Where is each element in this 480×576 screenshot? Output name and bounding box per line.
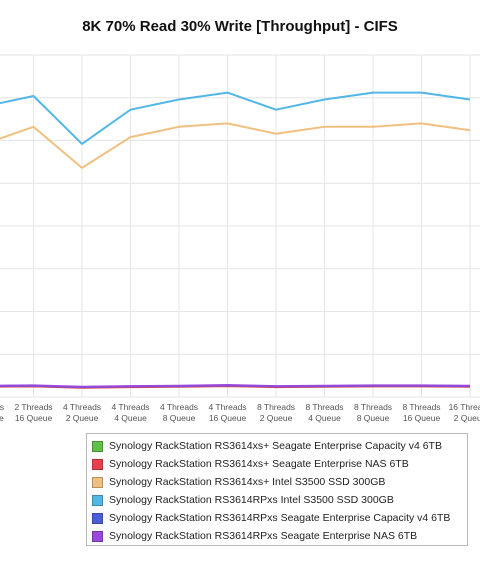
x-tick-label: 2 Queue bbox=[260, 413, 293, 423]
x-tick-label: 8 Threads bbox=[354, 402, 392, 412]
series-line-4 bbox=[0, 91, 471, 145]
x-tick-label: 16 Queue bbox=[403, 413, 441, 423]
x-tick-label: 4 Threads bbox=[111, 402, 149, 412]
legend-item: Synology RackStation RS3614RPxs Seagate … bbox=[92, 509, 467, 527]
x-tick-label: 4 Threads bbox=[160, 402, 198, 412]
legend-item: Synology RackStation RS3614RPxs Seagate … bbox=[92, 527, 467, 545]
x-tick-label: 2 Queue bbox=[454, 413, 480, 423]
series-line-3 bbox=[0, 122, 471, 169]
legend-item: Synology RackStation RS3614xs+ Seagate E… bbox=[92, 437, 467, 455]
x-tick-label: 8 Queue bbox=[163, 413, 196, 423]
x-tick-label: 16 Queue bbox=[0, 413, 4, 423]
x-tick-label: 8 Threads bbox=[402, 402, 440, 412]
x-tick-label: 16 Queue bbox=[209, 413, 247, 423]
series-line-6 bbox=[0, 384, 471, 388]
legend-swatch bbox=[92, 440, 103, 452]
legend-swatch bbox=[92, 494, 103, 506]
x-tick-label: 8 Threads bbox=[305, 402, 343, 412]
legend-label: Synology RackStation RS3614RPxs Seagate … bbox=[109, 530, 418, 542]
legend-label: Synology RackStation RS3614xs+ Seagate E… bbox=[109, 458, 409, 470]
x-tick-label: 16 Queue bbox=[15, 413, 53, 423]
series-lines bbox=[0, 91, 471, 389]
legend-item: Synology RackStation RS3614xs+ Intel S35… bbox=[92, 473, 467, 491]
x-tick-label: 2 Queue bbox=[66, 413, 99, 423]
x-tick-label: 2 Threads bbox=[14, 402, 52, 412]
x-tick-label: 4 Threads bbox=[208, 402, 246, 412]
x-tick-label: 8 Queue bbox=[357, 413, 390, 423]
legend-item: Synology RackStation RS3614xs+ Seagate E… bbox=[92, 455, 467, 473]
legend-item: Synology RackStation RS3614RPxs Intel S3… bbox=[92, 491, 467, 509]
legend-label: Synology RackStation RS3614RPxs Intel S3… bbox=[109, 494, 394, 506]
x-tick-label: 4 Queue bbox=[114, 413, 147, 423]
legend-label: Synology RackStation RS3614xs+ Intel S35… bbox=[109, 476, 386, 488]
legend-swatch bbox=[92, 512, 103, 524]
legend: Synology RackStation RS3614xs+ Seagate E… bbox=[86, 433, 468, 546]
grid bbox=[0, 54, 480, 398]
x-tick-label: 1 Threads bbox=[0, 402, 4, 412]
legend-label: Synology RackStation RS3614RPxs Seagate … bbox=[109, 512, 451, 524]
chart-title: 8K 70% Read 30% Write [Throughput] - CIF… bbox=[82, 18, 398, 35]
legend-swatch bbox=[92, 530, 103, 542]
legend-swatch bbox=[92, 476, 103, 488]
legend-swatch bbox=[92, 458, 103, 470]
x-tick-label: 8 Threads bbox=[257, 402, 295, 412]
x-tick-label: 4 Threads bbox=[63, 402, 101, 412]
x-tick-label: 4 Queue bbox=[308, 413, 341, 423]
x-tick-label: 16 Threads bbox=[449, 402, 480, 412]
legend-label: Synology RackStation RS3614xs+ Seagate E… bbox=[109, 440, 442, 452]
